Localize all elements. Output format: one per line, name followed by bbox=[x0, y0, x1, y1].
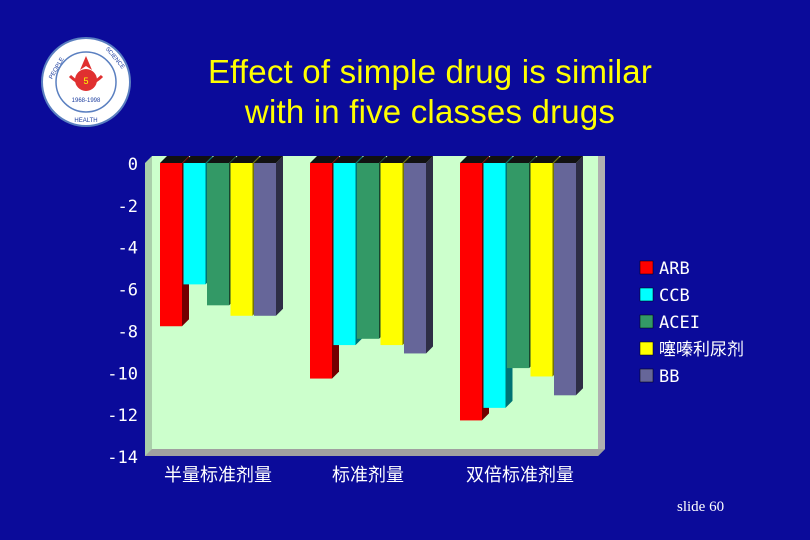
bar bbox=[207, 163, 229, 306]
y-tick-label: -14 bbox=[107, 448, 138, 468]
legend-label: BB bbox=[659, 367, 679, 387]
y-tick-label: -6 bbox=[118, 281, 138, 301]
bar-top bbox=[460, 156, 489, 163]
bar bbox=[357, 163, 379, 339]
bar-top bbox=[404, 156, 433, 163]
bar bbox=[483, 163, 506, 408]
bar-top bbox=[230, 156, 260, 163]
bar-top bbox=[483, 156, 513, 163]
plot-right-wall bbox=[598, 156, 605, 449]
bar bbox=[183, 163, 206, 285]
legend-swatch bbox=[639, 314, 654, 329]
bar-top bbox=[183, 156, 213, 163]
bar-side bbox=[426, 156, 433, 354]
legend-swatch bbox=[639, 368, 654, 383]
bar bbox=[404, 163, 426, 354]
bar bbox=[310, 163, 332, 379]
legend-label: 噻嗪利尿剂 bbox=[659, 340, 744, 360]
y-tick-label: -12 bbox=[107, 406, 138, 426]
bar bbox=[460, 163, 482, 421]
bar bbox=[507, 163, 529, 369]
legend-label: ARB bbox=[659, 259, 690, 279]
plot-floor bbox=[145, 449, 605, 456]
x-tick-label: 标准剂量 bbox=[332, 465, 404, 486]
x-tick-label: 双倍标准剂量 bbox=[466, 465, 574, 486]
legend-swatch bbox=[639, 287, 654, 302]
bar-top bbox=[333, 156, 363, 163]
bar-top bbox=[357, 156, 386, 163]
x-tick-label: 半量标准剂量 bbox=[164, 465, 272, 486]
legend-swatch bbox=[639, 260, 654, 275]
y-tick-label: 0 bbox=[128, 155, 138, 175]
legend-label: CCB bbox=[659, 286, 690, 306]
bar-top bbox=[254, 156, 283, 163]
legend-label: ACEI bbox=[659, 313, 700, 333]
logo-years: 1968-1998 bbox=[72, 98, 101, 104]
bar-top bbox=[554, 156, 583, 163]
bar bbox=[254, 163, 276, 316]
logo-seal-icon: 5 PEOPLE SCIENCE HEALTH 1968-1998 bbox=[41, 37, 131, 127]
legend-swatch bbox=[639, 341, 654, 356]
bar-side bbox=[576, 156, 583, 396]
bar bbox=[380, 163, 403, 346]
svg-text:5: 5 bbox=[83, 76, 88, 86]
bar-top bbox=[310, 156, 339, 163]
y-tick-label: -10 bbox=[107, 364, 138, 384]
slide-number: slide 60 bbox=[677, 499, 725, 515]
bar bbox=[230, 163, 253, 316]
bar bbox=[333, 163, 356, 346]
bar-side bbox=[276, 156, 283, 316]
bar-top bbox=[380, 156, 410, 163]
title-line-2: with in five classes drugs bbox=[244, 93, 616, 130]
bar bbox=[160, 163, 182, 327]
bar-top bbox=[207, 156, 236, 163]
bar-top bbox=[530, 156, 560, 163]
y-tick-label: -4 bbox=[118, 239, 138, 259]
bar bbox=[530, 163, 553, 377]
y-tick-label: -2 bbox=[118, 197, 138, 217]
page-title: Effect of simple drug is similar with in… bbox=[150, 52, 710, 132]
bar-top bbox=[160, 156, 189, 163]
bar bbox=[554, 163, 576, 396]
bar-top bbox=[507, 156, 536, 163]
title-line-1: Effect of simple drug is similar bbox=[207, 53, 653, 90]
logo-bottom-text: HEALTH bbox=[74, 118, 97, 124]
y-tick-label: -8 bbox=[118, 322, 138, 342]
